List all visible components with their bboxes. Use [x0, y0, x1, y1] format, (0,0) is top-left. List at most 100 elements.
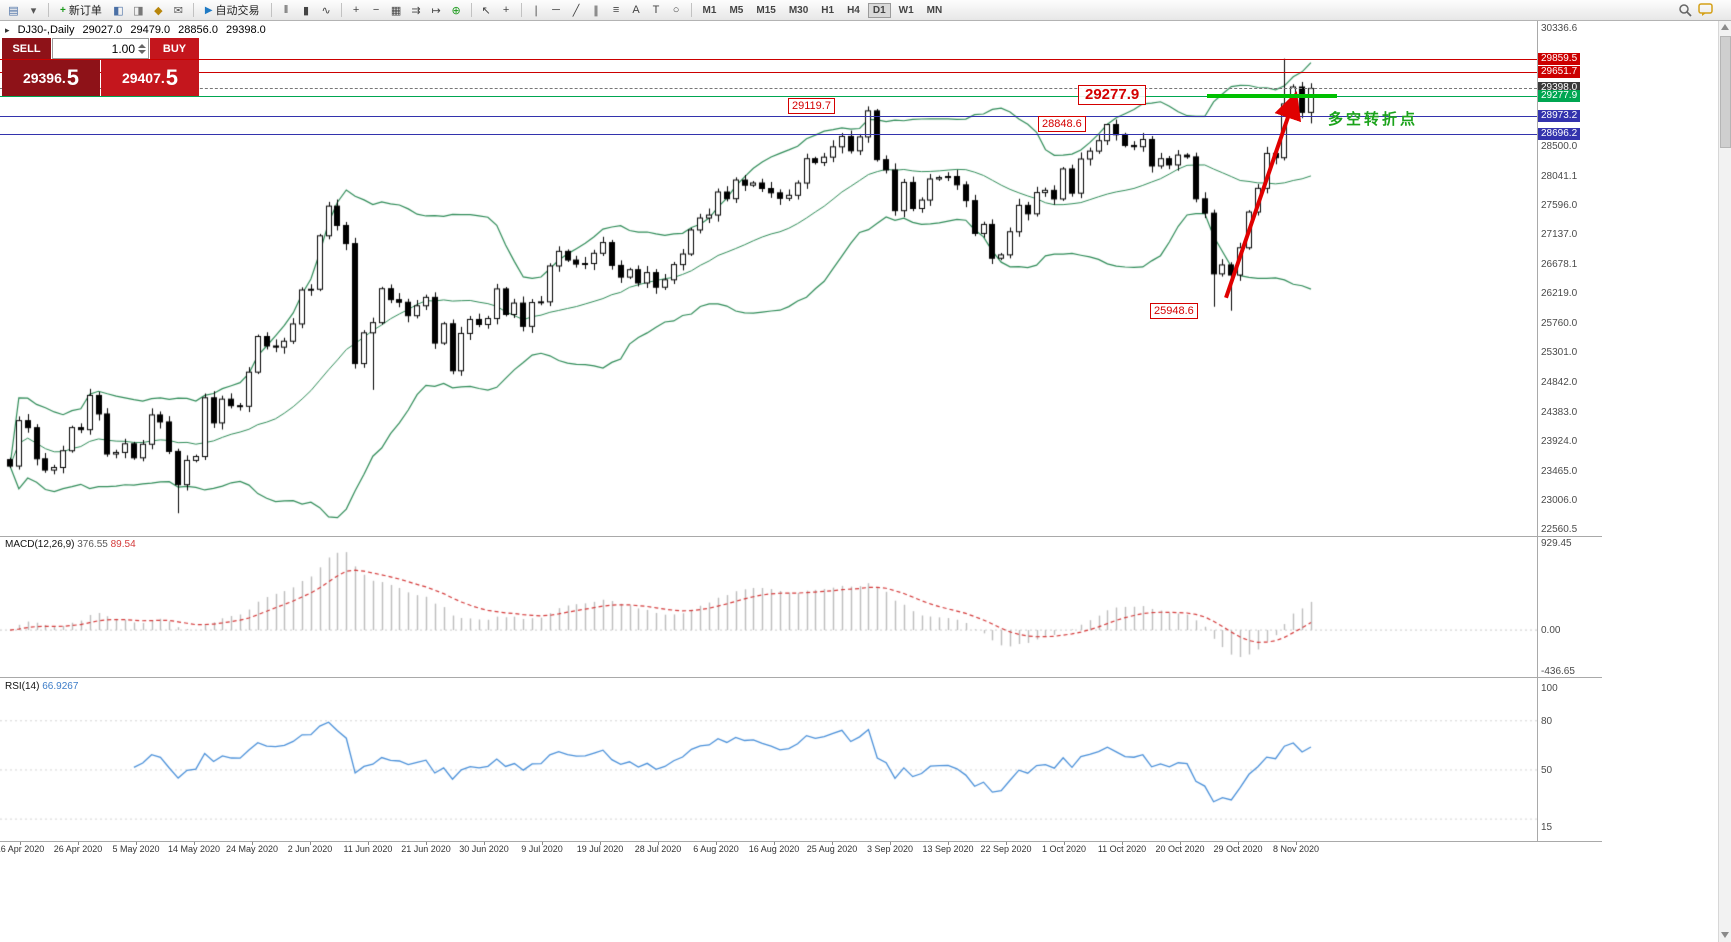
- navigator-icon[interactable]: ◨: [133, 4, 144, 17]
- scroll-up-arrow[interactable]: [1721, 24, 1729, 30]
- fibonacci-icon[interactable]: ≡: [612, 4, 620, 16]
- bars-chart-icon[interactable]: ‖: [283, 4, 289, 16]
- date-axis-label: 25 Aug 2020: [806, 844, 858, 854]
- rsi-value: 66.9267: [42, 681, 79, 692]
- price-level-tag: 29277.9: [1538, 90, 1581, 102]
- annotation-oct-peak[interactable]: 28848.6: [1038, 115, 1086, 132]
- indicators-icon[interactable]: ⊕: [451, 4, 461, 17]
- channel-icon[interactable]: ∥: [593, 4, 599, 17]
- toolbar-separator: [520, 3, 522, 17]
- buy-button[interactable]: BUY: [150, 38, 199, 59]
- crosshair-icon[interactable]: +: [502, 4, 510, 16]
- horizontal-level-line[interactable]: [0, 59, 1537, 60]
- price-axis-border: [1537, 20, 1538, 841]
- price-big-digit: 5: [165, 65, 179, 90]
- pane-separator[interactable]: [0, 536, 1602, 537]
- vertical-line-icon[interactable]: ∣: [533, 4, 539, 17]
- toolbar-separator: [470, 3, 472, 17]
- date-axis-tick: [658, 841, 659, 845]
- sell-button[interactable]: SELL: [2, 38, 51, 59]
- price-level-tag: 28696.2: [1538, 128, 1581, 140]
- text-tool-icon[interactable]: A: [632, 4, 640, 16]
- horizontal-level-line[interactable]: [0, 134, 1537, 135]
- volume-down-icon[interactable]: [138, 49, 146, 54]
- price-axis-value: 23006.0: [1541, 495, 1578, 507]
- horizontal-level-line[interactable]: [0, 72, 1537, 73]
- date-axis-label: 6 Aug 2020: [693, 844, 739, 854]
- timeframe-mn[interactable]: MN: [926, 4, 943, 16]
- date-axis-tick: [368, 841, 369, 845]
- timeframe-m1[interactable]: M1: [702, 4, 717, 16]
- timeframe-h4[interactable]: H4: [847, 4, 860, 16]
- date-axis-label: 13 Sep 2020: [922, 844, 974, 854]
- annotation-sep-peak[interactable]: 29119.7: [788, 98, 835, 115]
- chart-shift-icon[interactable]: ↦: [431, 4, 441, 17]
- line-chart-icon[interactable]: ∿: [321, 4, 331, 17]
- date-axis-label: 11 Oct 2020: [1097, 844, 1147, 854]
- candlestick-chart-icon[interactable]: ▮: [303, 4, 310, 17]
- timeframe-d1[interactable]: D1: [867, 2, 891, 18]
- turning-point-level-segment[interactable]: [1207, 94, 1337, 99]
- scrollbar-thumb[interactable]: [1720, 36, 1731, 148]
- tile-windows-icon[interactable]: ▦: [390, 4, 402, 17]
- rsi-indicator-pane[interactable]: [0, 678, 1537, 841]
- toolbar-separator: [192, 3, 194, 17]
- timeframe-m30[interactable]: M30: [788, 4, 809, 16]
- pane-separator[interactable]: [0, 841, 1602, 842]
- zoom-in-icon[interactable]: +: [352, 4, 360, 16]
- date-axis-tick: [1122, 841, 1123, 845]
- price-axis-value: 23924.0: [1541, 436, 1578, 448]
- annotation-turning-point[interactable]: 多空转折点: [1328, 110, 1419, 128]
- market-watch-icon[interactable]: ◧: [113, 4, 124, 17]
- new-order-button[interactable]: + 新订单: [54, 1, 108, 19]
- date-axis-tick: [252, 841, 253, 845]
- buy-price[interactable]: 29407. 5: [101, 60, 199, 96]
- horizontal-line-icon[interactable]: ─: [552, 4, 560, 16]
- date-axis-label: 30 Jun 2020: [459, 844, 509, 854]
- date-axis-label: 1 Oct 2020: [1041, 844, 1087, 854]
- horizontal-level-line[interactable]: [0, 116, 1537, 117]
- timeframe-w1[interactable]: W1: [898, 4, 914, 16]
- timeframe-h1[interactable]: H1: [821, 4, 835, 16]
- volume-input[interactable]: 1.00: [52, 38, 149, 59]
- rsi-axis-value: 15: [1541, 822, 1553, 834]
- macd-axis-value: 0.00: [1541, 625, 1561, 637]
- volume-spinner[interactable]: [138, 43, 146, 54]
- rsi-axis-value: 50: [1541, 764, 1553, 776]
- annotation-oct-low[interactable]: 25948.6: [1150, 302, 1198, 319]
- pane-separator[interactable]: [0, 677, 1602, 678]
- ohlc-close: 29398.0: [226, 24, 266, 36]
- date-axis-label: 19 Jul 2020: [576, 844, 624, 854]
- auto-scroll-icon[interactable]: ⇉: [411, 4, 421, 17]
- trendline-icon[interactable]: ╱: [572, 4, 580, 17]
- date-axis-tick: [1180, 841, 1181, 845]
- shapes-icon[interactable]: ○: [672, 4, 680, 16]
- macd-indicator-pane[interactable]: [0, 537, 1537, 677]
- sell-price[interactable]: 29396. 5: [2, 60, 100, 96]
- scroll-down-arrow[interactable]: [1721, 932, 1729, 938]
- zoom-out-icon[interactable]: −: [372, 4, 380, 16]
- horizontal-level-line[interactable]: [0, 96, 1537, 97]
- price-axis-value: 28041.1: [1541, 170, 1578, 182]
- volume-up-icon[interactable]: [138, 43, 146, 48]
- label-tool-icon[interactable]: T: [652, 4, 660, 16]
- autotrading-button[interactable]: ▶ 自动交易: [199, 1, 266, 19]
- profiles-dropdown-icon[interactable]: ▾: [30, 4, 37, 17]
- cursor-icon[interactable]: ↖: [481, 4, 491, 17]
- search-icon[interactable]: [1678, 3, 1692, 17]
- annotation-key-level[interactable]: 29277.9: [1078, 85, 1147, 106]
- alerts-icon[interactable]: ◆: [154, 4, 163, 17]
- date-axis-label: 16 Aug 2020: [748, 844, 800, 854]
- community-chat-icon[interactable]: [1698, 3, 1713, 17]
- date-axis-label: 14 May 2020: [167, 844, 221, 854]
- horizontal-level-line[interactable]: [0, 88, 1537, 89]
- one-click-toggle-icon[interactable]: ▸: [5, 25, 10, 35]
- timeframe-m15[interactable]: M15: [756, 4, 776, 16]
- mailbox-icon[interactable]: ✉: [173, 4, 183, 17]
- vertical-scrollbar[interactable]: [1718, 20, 1731, 942]
- timeframe-m5[interactable]: M5: [729, 4, 744, 16]
- macd-axis-value: -436.65: [1541, 666, 1575, 677]
- date-axis-label: 29 Oct 2020: [1213, 844, 1263, 854]
- new-chart-icon[interactable]: ▤: [8, 4, 19, 17]
